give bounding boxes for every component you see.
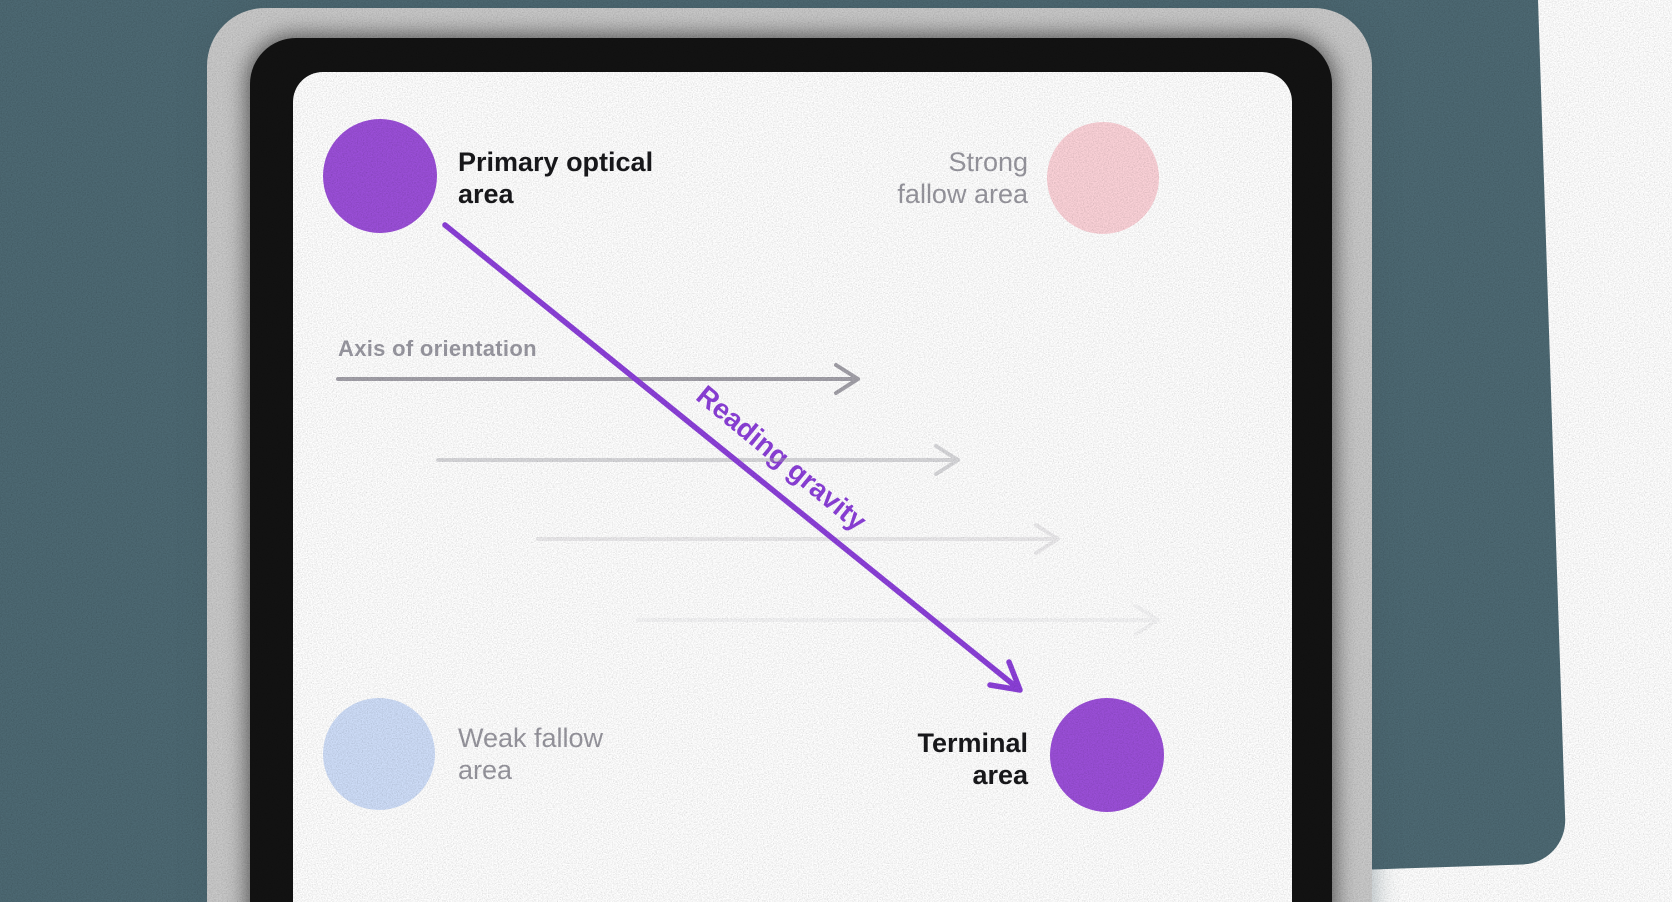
axis-arrow-1-icon	[336, 363, 860, 395]
axis-arrow-3-icon	[536, 523, 1060, 555]
axis-arrow-2-icon	[436, 444, 960, 476]
axis-arrow-4-icon	[636, 604, 1160, 636]
